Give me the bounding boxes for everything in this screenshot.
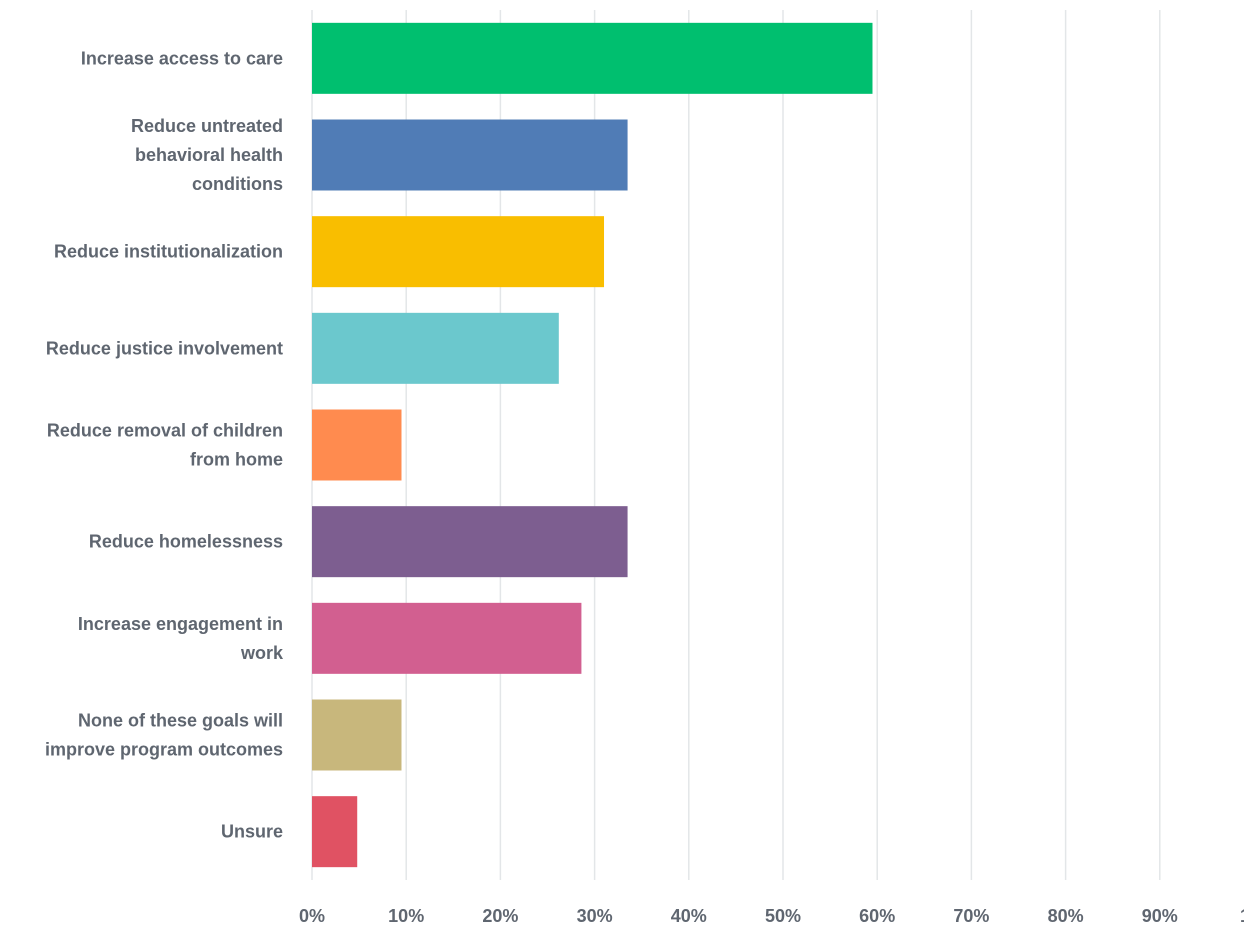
- x-tick-label: 50%: [765, 906, 801, 926]
- category-label: Unsure: [221, 822, 283, 842]
- x-tick-label: 60%: [859, 906, 895, 926]
- x-axis-tick-labels: 0% 10% 20% 30% 40% 50% 60% 70% 80% 90% 1…: [299, 906, 1244, 926]
- bar[interactable]: [312, 119, 628, 191]
- x-tick-label: 30%: [577, 906, 613, 926]
- bar[interactable]: [312, 312, 559, 384]
- x-tick-label: 1…: [1240, 906, 1244, 926]
- bar[interactable]: [312, 506, 628, 578]
- category-label: Reduce institutionalization: [54, 242, 283, 262]
- x-tick-label: 40%: [671, 906, 707, 926]
- x-tick-label: 70%: [953, 906, 989, 926]
- bar[interactable]: [312, 796, 358, 868]
- category-label: Reduce untreated behavioral health conditi…: [131, 116, 283, 194]
- category-label: Reduce homelessness: [89, 532, 283, 552]
- category-label: Reduce justice involvement: [46, 338, 283, 358]
- bar[interactable]: [312, 602, 582, 674]
- x-tick-label: 0%: [299, 906, 325, 926]
- bar[interactable]: [312, 699, 402, 771]
- bars: [312, 22, 873, 868]
- x-tick-label: 10%: [388, 906, 424, 926]
- category-label: Increase engagement in work: [78, 614, 284, 663]
- bar[interactable]: [312, 216, 605, 288]
- category-label: Reduce removal of children from home: [47, 421, 283, 470]
- x-tick-label: 90%: [1142, 906, 1178, 926]
- category-labels: Increase access to care Reduce untreated b…: [45, 48, 284, 841]
- bar[interactable]: [312, 409, 402, 481]
- category-label: Increase access to care: [81, 48, 283, 68]
- x-tick-label: 20%: [482, 906, 518, 926]
- x-tick-label: 80%: [1048, 906, 1084, 926]
- category-label: None of these goals will improve program …: [45, 711, 283, 760]
- bar[interactable]: [312, 22, 873, 94]
